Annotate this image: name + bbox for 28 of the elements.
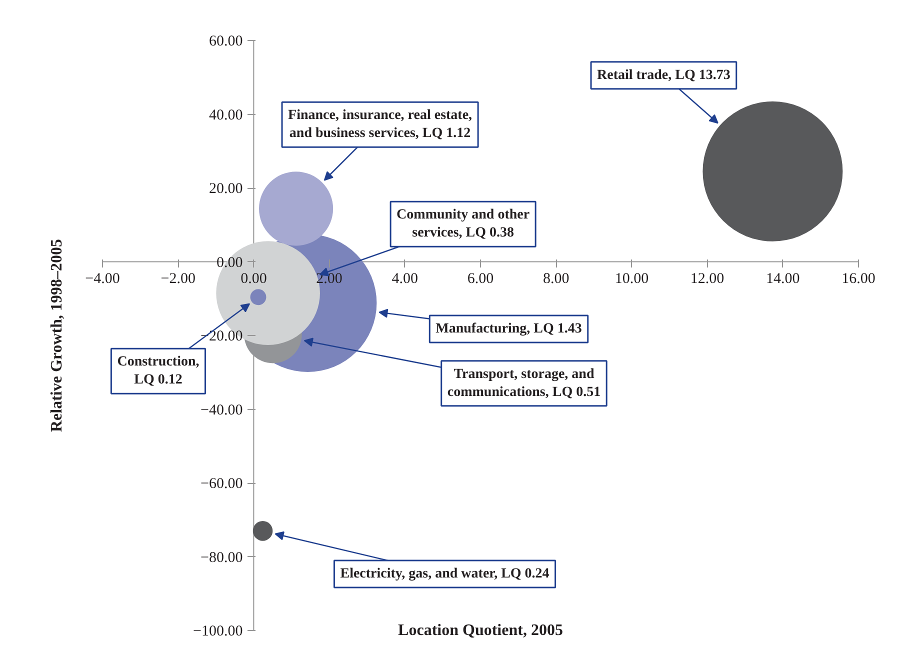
x-tick-label: 8.00 — [542, 270, 570, 287]
y-tick-label: 40.00 — [208, 107, 243, 124]
y-tick-label: 60.00 — [208, 34, 243, 50]
y-tick-label: −40.00 — [200, 402, 243, 418]
y-tick-label: −20.00 — [200, 328, 243, 344]
x-tick-label: 0.00 — [240, 270, 267, 287]
x-tick-label: 6.00 — [467, 270, 494, 287]
x-tick-label: 4.00 — [392, 270, 418, 287]
y-axis-title: Relative Growth, 1998–2005 — [48, 238, 66, 432]
x-tick-label: −2.00 — [160, 270, 196, 287]
x-tick-label: 14.00 — [766, 270, 800, 287]
x-tick-label: 16.00 — [842, 270, 876, 287]
x-tick-label: −4.00 — [85, 270, 120, 287]
annotation: Retail trade, LQ 13.73 — [597, 68, 730, 83]
annotation: Community and other services, LQ 0.38 — [396, 208, 530, 241]
annotation: Electricity, gas, and water, LQ 0.24 — [340, 566, 550, 582]
y-tick-label: −60.00 — [200, 476, 243, 492]
x-axis-title: Location Quotient, 2005 — [398, 622, 563, 639]
annotation: Construction, LQ 0.12 — [117, 354, 200, 388]
y-tick-label: −80.00 — [200, 550, 243, 566]
annotation: Manufacturing, LQ 1.43 — [436, 322, 582, 337]
y-tick-label: 20.00 — [208, 181, 243, 197]
annotation: Finance, insurance, real estate, and business services, LQ 1.12 — [288, 108, 472, 142]
x-tick-label: 10.00 — [614, 270, 649, 287]
x-tick-label: 12.00 — [690, 270, 724, 287]
y-tick-label: −100.00 — [192, 624, 243, 640]
annotation: Transport, storage, and communications, LQ 0.51 — [447, 366, 601, 400]
y-tick-label: 0.00 — [216, 254, 243, 271]
